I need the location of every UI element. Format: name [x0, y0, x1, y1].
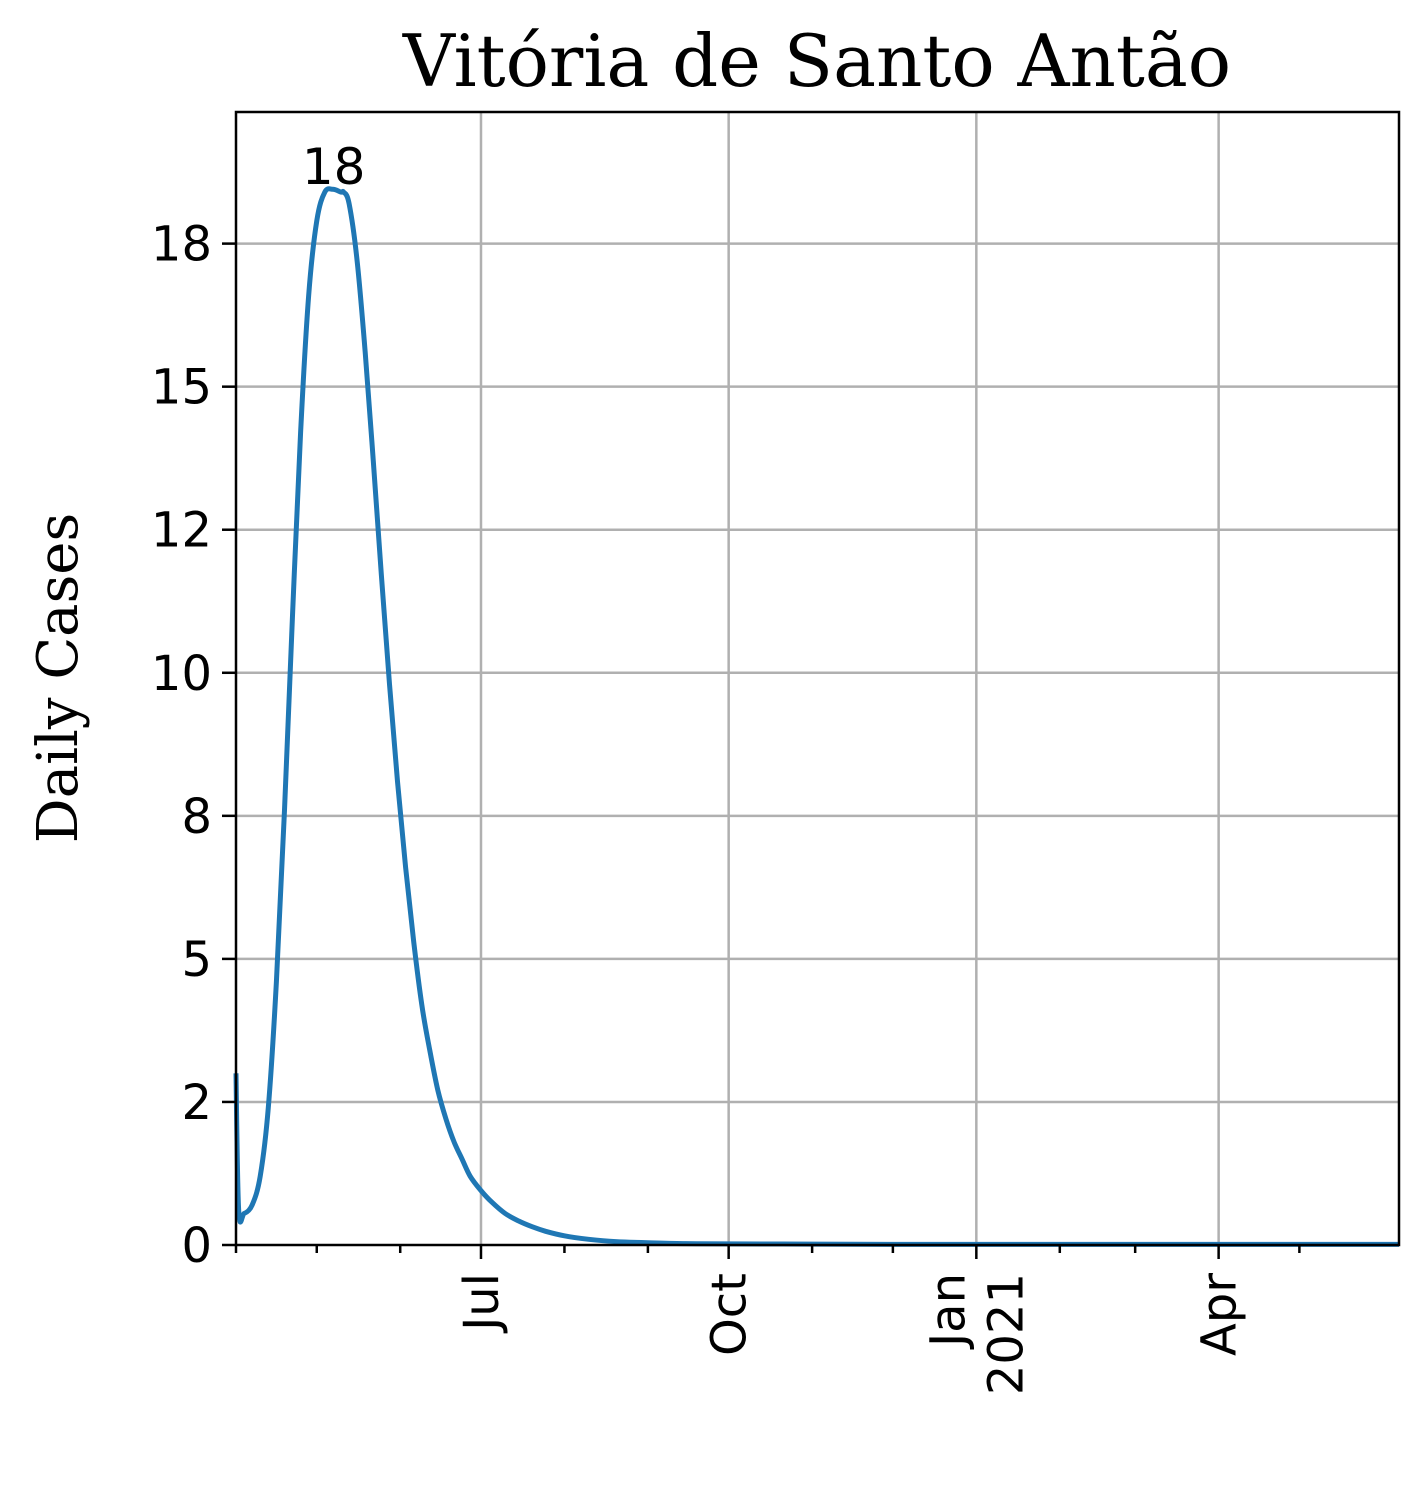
y-axis-label: Daily Cases: [26, 513, 91, 843]
series-line: [233, 186, 1399, 1247]
x-tick-label-line: Apr: [1192, 1273, 1248, 1356]
x-tick-label-line: Oct: [702, 1273, 758, 1356]
plot-frame: [234, 110, 1401, 1247]
y-tick-label: 15: [151, 360, 212, 416]
y-tick-label: 5: [181, 932, 212, 988]
x-tick-label: Jul: [454, 1273, 510, 1334]
y-tick-label: 18: [151, 217, 212, 273]
peak-annotation: 18: [302, 138, 366, 196]
y-tick-label: 2: [181, 1075, 212, 1131]
x-tick-label: Apr: [1192, 1273, 1248, 1356]
annotations: 18: [302, 138, 366, 196]
axis-ticks: 0 2 5 8 10 12 15 18 Jul Oct Jan2021 Apr: [151, 217, 1301, 1395]
x-tick-label-line: Jan: [920, 1273, 976, 1350]
series-layer: [233, 186, 1399, 1247]
y-tick-label: 10: [151, 646, 212, 702]
x-tick-label: Oct: [702, 1273, 758, 1356]
x-tick-label: Jan2021: [920, 1273, 1034, 1395]
y-tick-label: 12: [151, 503, 212, 559]
grid-lines: [236, 112, 1399, 1245]
x-tick-label-line: Jul: [454, 1273, 510, 1334]
x-tick-label-line: 2021: [978, 1273, 1034, 1395]
y-tick-label: 0: [181, 1218, 212, 1274]
y-tick-label: 8: [181, 789, 212, 845]
chart-title: Vitória de Santo Antão: [402, 19, 1231, 103]
